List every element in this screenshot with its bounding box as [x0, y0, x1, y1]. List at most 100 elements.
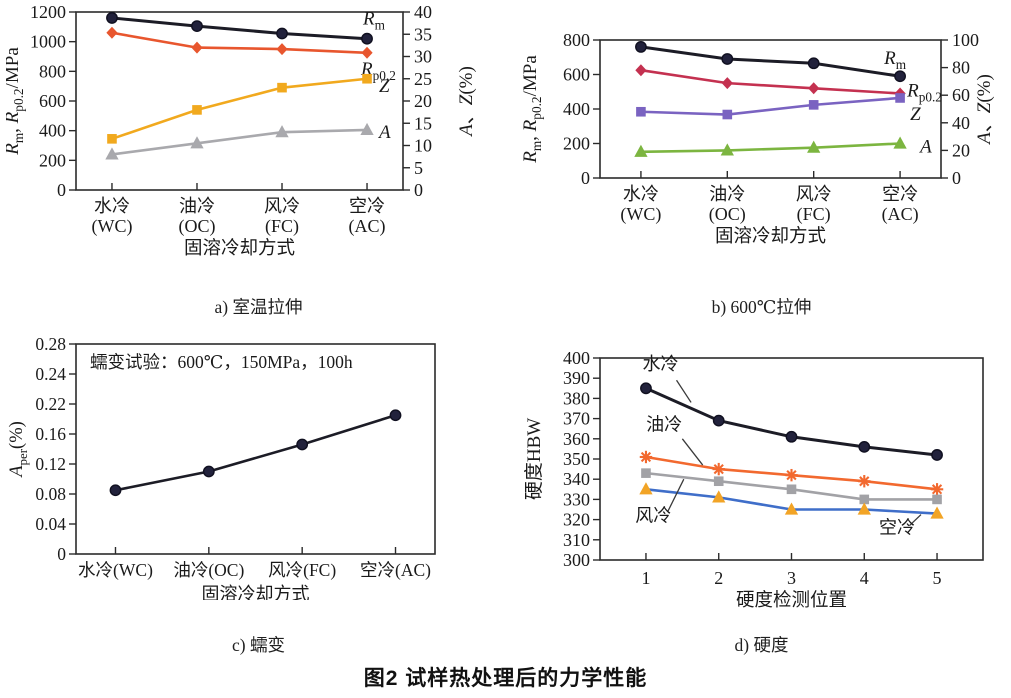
- svg-text:200: 200: [39, 150, 66, 170]
- svg-text:0: 0: [57, 544, 66, 564]
- chart-b-600c-tensile: 0 200 400 600 800 Rm, Rp0.2/MPa 0 20 40 60 80 100 A、…: [520, 30, 995, 247]
- svg-text:3: 3: [787, 568, 796, 588]
- svg-text:风冷: 风冷: [796, 184, 832, 204]
- svg-text:Z: Z: [910, 104, 921, 125]
- chart-d-panel: 300 310 320 330 340 350 360 370 380 390 400 硬度HBW 1 2…: [512, 330, 1011, 622]
- svg-text:固溶冷却方式: 固溶冷却方式: [715, 226, 826, 247]
- svg-text:0.04: 0.04: [35, 514, 66, 534]
- svg-text:400: 400: [563, 348, 590, 368]
- chart-a-room-temp-tensile: 020040060080010001200Rm, Rp0.2/MPa051015…: [6, 2, 477, 259]
- svg-text:0.12: 0.12: [35, 454, 66, 474]
- svg-text:A: A: [918, 137, 932, 158]
- svg-text:5: 5: [414, 158, 423, 178]
- svg-text:15: 15: [414, 113, 432, 133]
- svg-text:80: 80: [952, 58, 970, 78]
- svg-text:Rm, Rp0.2/MPa: Rm, Rp0.2/MPa: [6, 47, 26, 156]
- svg-text:40: 40: [414, 2, 432, 22]
- svg-text:20: 20: [414, 91, 432, 111]
- svg-text:10: 10: [414, 136, 432, 156]
- svg-text:Z: Z: [379, 76, 390, 97]
- svg-text:60: 60: [952, 85, 970, 105]
- svg-text:390: 390: [563, 368, 590, 388]
- svg-text:0: 0: [952, 168, 961, 188]
- svg-text:380: 380: [563, 388, 590, 408]
- svg-text:400: 400: [563, 99, 590, 119]
- svg-text:硬度HBW: 硬度HBW: [523, 418, 545, 500]
- svg-text:空冷: 空冷: [882, 184, 918, 204]
- svg-text:(WC): (WC): [620, 204, 661, 225]
- svg-text:A: A: [377, 122, 391, 143]
- svg-text:0.28: 0.28: [35, 334, 66, 354]
- svg-text:固溶冷却方式: 固溶冷却方式: [202, 584, 310, 600]
- svg-text:(AC): (AC): [349, 216, 386, 237]
- svg-text:5: 5: [933, 568, 942, 588]
- svg-text:水冷: 水冷: [623, 184, 659, 204]
- svg-text:25: 25: [414, 69, 432, 89]
- svg-text:风冷: 风冷: [264, 196, 300, 216]
- svg-text:600: 600: [39, 91, 66, 111]
- svg-text:空冷: 空冷: [349, 196, 385, 216]
- svg-text:Rp0.2: Rp0.2: [906, 80, 942, 104]
- svg-text:风冷(FC): 风冷(FC): [268, 560, 336, 580]
- svg-text:600: 600: [563, 65, 590, 85]
- svg-text:(AC): (AC): [882, 204, 919, 225]
- svg-text:空冷(AC): 空冷(AC): [360, 560, 431, 580]
- svg-text:20: 20: [952, 140, 970, 160]
- svg-text:蠕变试验：600℃，150MPa，100h: 蠕变试验：600℃，150MPa，100h: [90, 352, 353, 372]
- svg-text:油冷: 油冷: [179, 196, 215, 216]
- svg-text:(OC): (OC): [178, 216, 215, 237]
- svg-text:硬度检测位置: 硬度检测位置: [736, 590, 847, 611]
- svg-text:350: 350: [563, 449, 590, 469]
- svg-text:370: 370: [563, 409, 590, 429]
- svg-text:0.08: 0.08: [35, 484, 66, 504]
- svg-text:1200: 1200: [30, 2, 66, 22]
- svg-text:油冷: 油冷: [646, 415, 682, 435]
- svg-text:(FC): (FC): [265, 216, 299, 237]
- subcaption-c: c) 蠕变: [232, 635, 285, 655]
- svg-text:40: 40: [952, 113, 970, 133]
- subcaption-b: b) 600℃拉伸: [711, 297, 812, 317]
- svg-text:100: 100: [952, 30, 979, 50]
- svg-text:0: 0: [57, 180, 66, 200]
- chart-b-panel: 0 200 400 600 800 Rm, Rp0.2/MPa 0 20 40 60 80 100 A、…: [512, 0, 1011, 270]
- svg-text:0: 0: [581, 168, 590, 188]
- chart-c-creep: 0 0.04 0.08 0.12 0.16 0.22 0.24 0.28 Aper(%) 水冷(W…: [7, 334, 436, 600]
- svg-text:0.24: 0.24: [35, 364, 66, 384]
- svg-text:Rm, Rp0.2/MPa: Rm, Rp0.2/MPa: [520, 55, 544, 164]
- chart-a-panel: 020040060080010001200Rm, Rp0.2/MPa051015…: [6, 0, 511, 270]
- svg-text:800: 800: [563, 30, 590, 50]
- svg-text:Rm: Rm: [883, 48, 907, 72]
- svg-text:A、Z(%): A、Z(%): [974, 74, 995, 146]
- svg-text:400: 400: [39, 121, 66, 141]
- svg-text:30: 30: [414, 47, 432, 67]
- svg-text:油冷(OC): 油冷(OC): [173, 560, 244, 580]
- svg-text:340: 340: [563, 469, 590, 489]
- chart-c-panel: 0 0.04 0.08 0.12 0.16 0.22 0.24 0.28 Aper(%) 水冷(W…: [6, 330, 511, 600]
- figure-caption: 图2 试样热处理后的力学性能: [363, 667, 648, 690]
- svg-text:(OC): (OC): [709, 204, 746, 225]
- svg-text:水冷(WC): 水冷(WC): [78, 560, 153, 580]
- svg-text:水冷: 水冷: [94, 196, 130, 216]
- svg-text:空冷: 空冷: [879, 518, 915, 538]
- svg-text:200: 200: [563, 134, 590, 154]
- svg-text:固溶冷却方式: 固溶冷却方式: [184, 238, 295, 259]
- svg-text:油冷: 油冷: [709, 184, 745, 204]
- svg-text:800: 800: [39, 61, 66, 81]
- svg-text:300: 300: [563, 550, 590, 570]
- svg-text:Rm: Rm: [362, 9, 386, 33]
- svg-text:0.16: 0.16: [35, 424, 66, 444]
- svg-text:360: 360: [563, 429, 590, 449]
- svg-text:1: 1: [641, 568, 650, 588]
- svg-text:A、Z(%): A、Z(%): [456, 66, 477, 138]
- svg-text:水冷: 水冷: [643, 354, 679, 374]
- svg-text:0.22: 0.22: [35, 394, 66, 414]
- svg-text:(FC): (FC): [797, 204, 831, 225]
- svg-text:320: 320: [563, 510, 590, 530]
- svg-text:2: 2: [714, 568, 723, 588]
- svg-text:35: 35: [414, 24, 432, 44]
- svg-text:(WC): (WC): [91, 216, 132, 237]
- svg-text:4: 4: [860, 568, 869, 588]
- svg-text:0: 0: [414, 180, 423, 200]
